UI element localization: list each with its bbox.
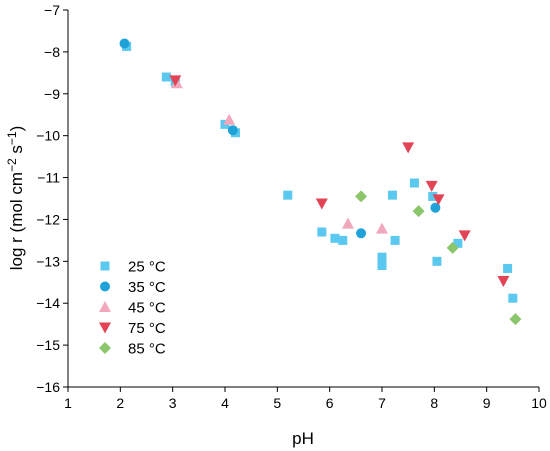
data-point — [223, 113, 236, 125]
x-axis-title: pH — [292, 429, 314, 448]
x-tick-label: 5 — [273, 395, 281, 411]
x-tick-label: 7 — [378, 395, 386, 411]
y-tick-label: −11 — [37, 170, 60, 186]
y-tick-label: −12 — [36, 211, 60, 227]
data-point — [377, 261, 387, 271]
legend-label: 35 °C — [128, 279, 166, 296]
data-point — [356, 228, 367, 239]
y-tick-label: −7 — [44, 2, 60, 18]
x-tick-label: 3 — [169, 395, 177, 411]
data-point — [458, 230, 471, 242]
data-point — [169, 75, 182, 87]
y-tick-label: −16 — [36, 379, 60, 395]
legend-label: 85 °C — [128, 341, 166, 358]
data-point — [330, 233, 340, 243]
data-point — [509, 313, 522, 326]
data-point — [428, 191, 438, 201]
x-axis-ticks: 1 2 3 4 5 6 7 8 9 10 — [64, 387, 547, 411]
data-point — [412, 205, 425, 218]
plot-area — [67, 10, 539, 388]
y-axis-ticks: −16 −15 −14 −13 −12 −11 −10 −9 −8 −7 — [36, 2, 68, 395]
y-axis-title-part: log r (mol cm — [7, 172, 26, 270]
legend-label: 25 °C — [128, 259, 166, 276]
data-point — [432, 194, 445, 206]
data-point — [227, 125, 238, 136]
y-tick-label: −13 — [36, 253, 60, 269]
data-point — [161, 72, 171, 82]
data-point — [497, 276, 510, 288]
legend-marker — [99, 342, 111, 354]
data-point — [503, 263, 513, 273]
y-tick-label: −14 — [36, 295, 60, 311]
data-point — [409, 178, 419, 188]
y-tick-label: −9 — [44, 86, 60, 102]
data-point — [317, 227, 327, 237]
legend-marker — [99, 322, 111, 334]
data-point — [355, 190, 368, 203]
y-axis-title-superscript: −1 — [5, 131, 19, 145]
data-point — [283, 190, 293, 200]
x-tick-label: 2 — [116, 395, 124, 411]
legend-marker — [100, 281, 110, 292]
x-tick-label: 4 — [221, 395, 229, 411]
legend-label: 45 °C — [128, 300, 166, 317]
legend-label: 75 °C — [128, 320, 166, 337]
data-point — [377, 252, 387, 262]
data-point — [119, 38, 130, 49]
y-tick-label: −15 — [36, 337, 60, 353]
data-point — [341, 217, 354, 229]
x-tick-label: 6 — [326, 395, 334, 411]
y-tick-label: −10 — [36, 128, 60, 144]
data-point — [338, 235, 348, 245]
y-axis-title-part: s — [7, 145, 26, 158]
legend-marker — [100, 261, 110, 271]
x-tick-label: 8 — [430, 395, 438, 411]
data-point — [430, 202, 441, 213]
y-axis-title-part: ) — [7, 126, 26, 132]
x-tick-label: 10 — [531, 395, 547, 411]
data-point — [453, 238, 463, 248]
data-point — [508, 293, 518, 303]
data-point — [432, 256, 442, 266]
legend-marker — [99, 301, 111, 312]
data-point — [402, 142, 415, 154]
x-tick-label: 9 — [483, 395, 491, 411]
data-point — [387, 190, 397, 200]
data-point — [376, 222, 388, 234]
y-axis-title: log r (mol cm−2 s−1) — [5, 126, 26, 271]
data-point — [446, 241, 459, 254]
data-points — [119, 38, 522, 326]
y-axis-title-superscript: −2 — [5, 158, 19, 172]
legend: 25 °C 35 °C 45 °C 75 °C 85 °C — [99, 259, 166, 358]
x-tick-label: 1 — [64, 395, 72, 411]
data-point — [390, 235, 400, 245]
y-tick-label: −8 — [44, 44, 60, 60]
data-point — [315, 198, 328, 210]
data-point — [425, 180, 438, 192]
